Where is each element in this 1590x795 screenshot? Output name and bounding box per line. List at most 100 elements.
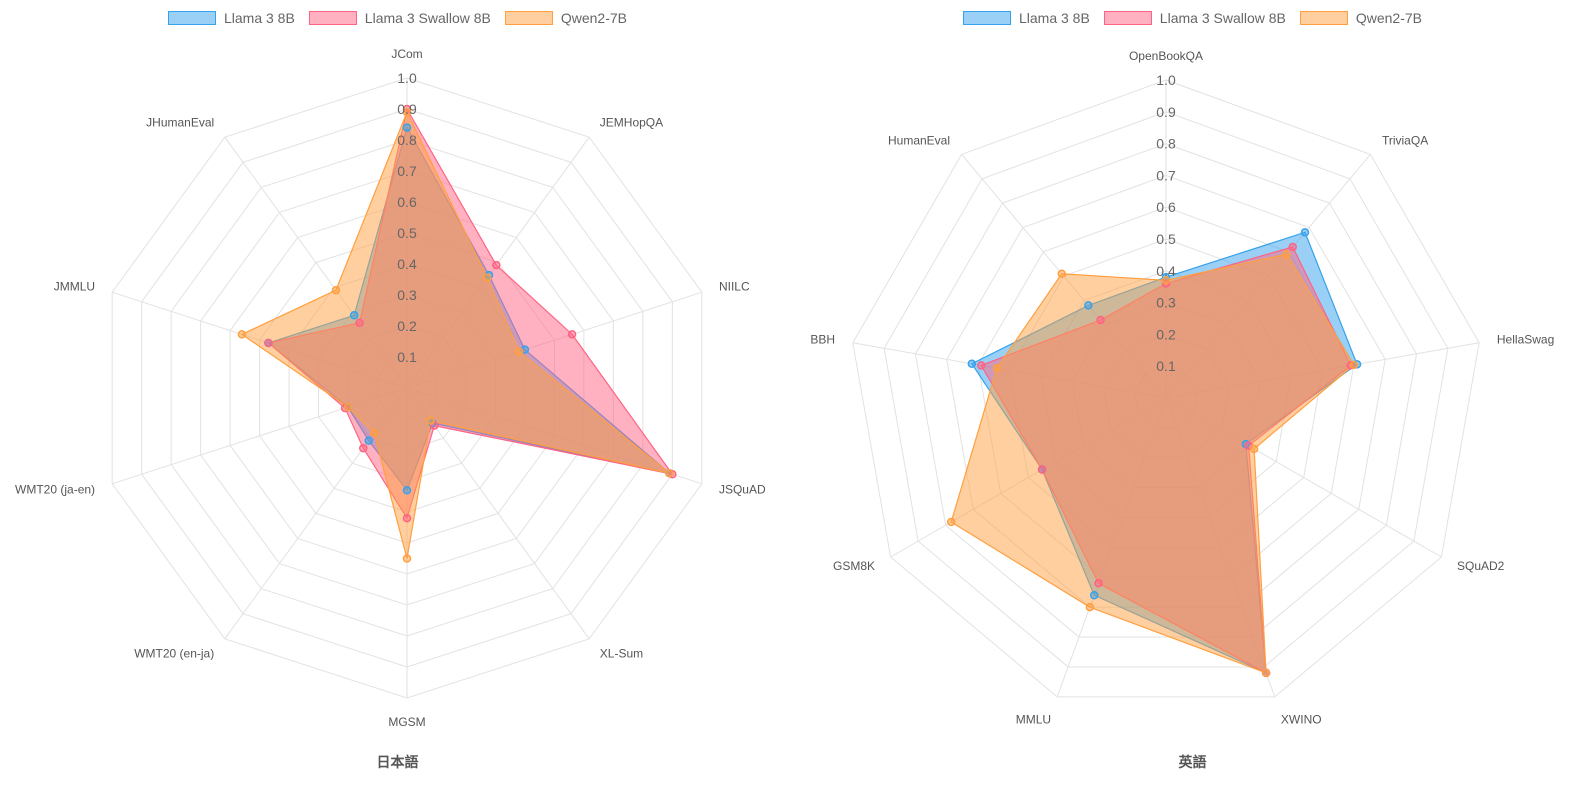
data-point-qwen[interactable] xyxy=(343,402,353,412)
r-tick-label: 0.7 xyxy=(1156,167,1176,183)
r-tick-label: 1.0 xyxy=(1156,72,1176,88)
category-labels: JCom JEMHopQA NIILC JSQuAD XL-Sum MGSM WMT20 (… xyxy=(15,47,766,729)
category-label: JHumanEval xyxy=(146,116,214,130)
data-point-qwen[interactable] xyxy=(665,469,674,478)
legend-label-swallow: Llama 3 Swallow 8B xyxy=(364,10,491,26)
grid-spoke xyxy=(406,387,590,640)
category-label: JEMHopQA xyxy=(600,116,663,130)
category-label: WMT20 (ja-en) xyxy=(15,482,95,496)
r-tick-label: 0.8 xyxy=(397,132,417,148)
legend-label-qwen: Qwen2-7B xyxy=(560,10,628,26)
r-tick-label: 0.8 xyxy=(1156,136,1176,152)
data-point-qwen[interactable] xyxy=(514,347,524,356)
category-label: HumanEval xyxy=(888,134,950,148)
legend-swatch-llama xyxy=(167,11,216,25)
data-point-swallow[interactable] xyxy=(1037,465,1047,474)
data-point-qwen[interactable] xyxy=(482,273,492,282)
chart-caption-english: 英語 xyxy=(1178,754,1207,770)
r-tick-label: 0.4 xyxy=(397,256,417,272)
series-qwen xyxy=(950,253,1355,674)
data-point-qwen[interactable] xyxy=(1085,602,1095,612)
r-tick-label: 0.5 xyxy=(397,225,417,241)
data-point-swallow[interactable] xyxy=(567,330,577,339)
data-point-llama[interactable] xyxy=(967,359,977,369)
r-tick-label: 0.6 xyxy=(397,194,417,210)
category-label: XWINO xyxy=(1281,713,1322,727)
series-points-qwen xyxy=(237,107,674,563)
legend-item-swallow[interactable]: Llama 3 Swallow 8B xyxy=(1103,10,1286,26)
data-point-llama[interactable] xyxy=(402,123,412,132)
data-point-llama[interactable] xyxy=(1084,301,1093,310)
r-tick-labels: 0.1 0.2 0.3 0.4 0.5 0.6 0.7 0.8 0.9 1.0 xyxy=(397,70,417,365)
grid-ring xyxy=(852,79,1480,698)
data-point-qwen[interactable] xyxy=(331,285,341,295)
category-label: GSM8K xyxy=(833,559,875,573)
data-point-llama[interactable] xyxy=(1089,590,1099,600)
data-point-llama[interactable] xyxy=(402,486,412,495)
data-point-swallow[interactable] xyxy=(1288,242,1297,252)
data-point-llama[interactable] xyxy=(364,436,373,445)
data-point-qwen[interactable] xyxy=(1282,250,1291,259)
data-point-qwen[interactable] xyxy=(426,416,435,425)
legend-label-llama: Llama 3 8B xyxy=(223,10,295,26)
data-point-llama[interactable] xyxy=(349,311,359,320)
radar-chart-english: 0.10.20.30.40.50.60.70.80.91.0OpenBookQA… xyxy=(810,49,1554,727)
category-label: XL-Sum xyxy=(600,646,643,660)
radar-chart-japanese: 0.1 0.2 0.3 0.4 0.5 0.6 0.7 0.8 0.9 1.0 JCom JEMHop… xyxy=(15,47,766,729)
r-tick-label: 0.9 xyxy=(397,101,417,117)
data-point-qwen[interactable] xyxy=(402,554,412,563)
data-point-swallow[interactable] xyxy=(976,361,986,370)
data-point-swallow[interactable] xyxy=(359,443,368,453)
legend-swatch-swallow xyxy=(1103,11,1152,25)
r-tick-label: 0.1 xyxy=(1156,358,1176,374)
legend-item-swallow[interactable]: Llama 3 Swallow 8B xyxy=(308,10,491,26)
legend-swatch-llama xyxy=(962,11,1011,25)
r-tick-label: 0.2 xyxy=(1156,326,1176,342)
legend-item-llama[interactable]: Llama 3 8B xyxy=(167,10,295,26)
category-label: JMMLU xyxy=(54,280,95,294)
data-point-qwen[interactable] xyxy=(946,517,956,527)
r-tick-label: 0.2 xyxy=(397,318,417,334)
legend-item-llama[interactable]: Llama 3 8B xyxy=(962,10,1090,26)
japanese-chart-panel: Llama 3 8B Llama 3 Swallow 8B Qwen2-7B 0… xyxy=(0,10,795,770)
data-point-swallow[interactable] xyxy=(355,318,364,328)
data-point-qwen[interactable] xyxy=(1261,668,1271,678)
data-point-qwen[interactable] xyxy=(1057,269,1067,279)
data-point-qwen[interactable] xyxy=(369,428,379,438)
legend-label-qwen: Qwen2-7B xyxy=(1355,10,1423,26)
data-point-swallow[interactable] xyxy=(492,260,501,270)
category-label: MGSM xyxy=(388,715,425,729)
r-tick-label: 0.3 xyxy=(397,287,417,303)
legend-japanese: Llama 3 8B Llama 3 Swallow 8B Qwen2-7B xyxy=(0,10,795,26)
category-label: JSQuAD xyxy=(719,482,766,496)
data-point-llama[interactable] xyxy=(1300,228,1310,237)
data-point-qwen[interactable] xyxy=(1249,444,1259,454)
data-point-swallow[interactable] xyxy=(1096,315,1105,325)
series-points-qwen xyxy=(946,250,1359,678)
english-chart-panel: Llama 3 8B Llama 3 Swallow 8B Qwen2-7B 0… xyxy=(795,0,1590,795)
r-tick-label: 0.5 xyxy=(1156,231,1176,247)
r-tick-label: 0.3 xyxy=(1156,295,1176,311)
r-tick-label: 1.0 xyxy=(397,70,417,86)
legend-item-qwen[interactable]: Qwen2-7B xyxy=(504,10,628,26)
legend-item-qwen[interactable]: Qwen2-7B xyxy=(1299,10,1423,26)
data-point-swallow[interactable] xyxy=(1094,579,1103,588)
category-label: WMT20 (en-ja) xyxy=(134,646,214,660)
data-point-qwen[interactable] xyxy=(992,363,1002,373)
grid-ring xyxy=(914,143,1418,638)
series-qwen xyxy=(240,110,670,559)
legend-label-llama: Llama 3 8B xyxy=(1018,10,1090,26)
r-tick-labels: 0.1 0.2 0.3 0.4 0.5 0.6 0.7 0.8 0.9 1.0 xyxy=(1156,72,1176,374)
data-point-qwen[interactable] xyxy=(1161,276,1171,285)
r-tick-label: 0.9 xyxy=(1156,104,1176,120)
data-point-qwen[interactable] xyxy=(402,107,412,117)
data-point-qwen[interactable] xyxy=(237,330,247,339)
category-label: NIILC xyxy=(719,280,750,294)
data-point-qwen[interactable] xyxy=(1349,360,1359,370)
legend-swatch-swallow xyxy=(308,11,357,25)
category-label: SQuAD2 xyxy=(1457,559,1505,573)
category-label: BBH xyxy=(810,333,835,347)
data-point-swallow[interactable] xyxy=(264,338,273,348)
category-label: TriviaQA xyxy=(1382,134,1428,148)
data-point-swallow[interactable] xyxy=(402,513,412,523)
